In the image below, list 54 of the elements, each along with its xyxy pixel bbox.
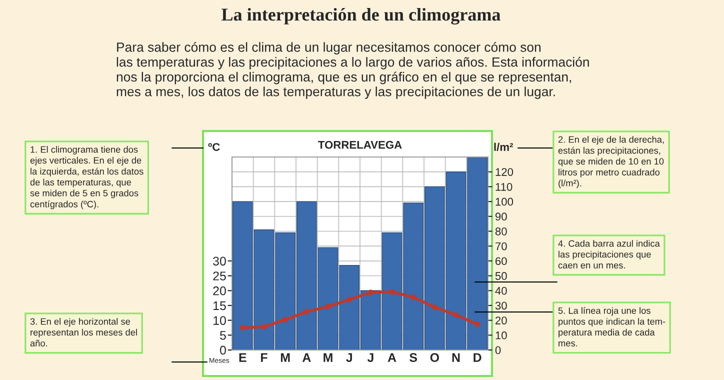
- x-tick-label: N: [452, 353, 460, 362]
- point: [261, 324, 267, 330]
- text: Para saber cómo es el clima de un lugar necesitamos conocer cómo son las temperaturas y las precipitaciones a lo largo de varios años. Esta información nos la proporciona el climograma, que es un gráfico en el que se representan, mes a mes, los datos de las temperaturas y las precipitaciones de un lugar.: [116, 42, 589, 99]
- point: [368, 290, 374, 296]
- x-tick-label: F: [261, 353, 268, 362]
- point: [304, 308, 310, 314]
- y2-tick-label: 110: [496, 182, 512, 191]
- point: [282, 316, 288, 322]
- x-tick-label: A: [388, 353, 396, 362]
- text: 5. La línea roja une los puntos que indican la tem- peratura media de cada mes.: [558, 307, 666, 346]
- text: 4. Cada barra azul indica las precipitaciones que caen en un mes.: [558, 240, 660, 268]
- x-tick-label: O: [430, 353, 440, 362]
- chart-title: TORRELAVEGA: [318, 140, 402, 149]
- y-tick-label: 25: [213, 272, 226, 280]
- y2-tick-label: 10: [496, 331, 507, 340]
- point: [325, 304, 331, 310]
- x-tick-label: M: [324, 353, 332, 362]
- y2-tick-label: 40: [495, 286, 507, 295]
- y2-tick-label: 30: [495, 302, 507, 310]
- y2-tick-label: 50: [495, 272, 507, 280]
- x-tick-label: A: [302, 353, 311, 362]
- y-tick-label: 0: [220, 346, 226, 355]
- y-tick-label: 20: [213, 286, 226, 296]
- point: [432, 304, 438, 310]
- x-tick-label: S: [410, 353, 418, 362]
- point: [389, 289, 395, 295]
- y2-tick-label: 100: [496, 198, 514, 206]
- x-tick-label: J: [346, 353, 352, 362]
- y-tick-label: 5: [220, 331, 226, 340]
- y2-tick-label: 20: [496, 316, 507, 324]
- y2-tick-label: 0: [495, 346, 501, 354]
- y2-tick-label: 60: [496, 257, 507, 266]
- y-tick-label: 15: [213, 301, 226, 310]
- x-tick-label: D: [474, 353, 482, 362]
- x-tick-label: M: [280, 353, 290, 362]
- y2-tick-label: 90: [495, 212, 507, 221]
- text: 3. En el eje horizontal se representan los meses del año.: [30, 318, 137, 346]
- point: [240, 324, 246, 331]
- y2-tick-label: 120: [496, 168, 514, 176]
- y2-tick-label: 80: [495, 228, 507, 236]
- y2-tick-label: 70: [496, 242, 507, 250]
- text: 2. En el eje de la derecha, están las precipitaciones, que se miden de 10 en 10 litros por metro cuadrado (l/m²).: [558, 136, 664, 188]
- x-tick-label: E: [239, 353, 246, 362]
- y-tick-label: 30: [213, 256, 226, 266]
- y-tick-label: 10: [213, 316, 226, 325]
- point: [346, 296, 352, 302]
- point: [453, 312, 459, 318]
- point: [474, 321, 480, 327]
- x-tick-label: J: [367, 353, 374, 362]
- text: La interpretación de un climograma: [222, 8, 500, 25]
- y-axis-title: ºC: [208, 143, 220, 151]
- point: [410, 294, 416, 300]
- y2-axis-title: l/m²: [494, 142, 514, 152]
- text: 1. El climograma tiene dos ejes verticales. En el eje de la izquierda, están los datos de las temperaturas, que se miden de 5 en 5 grados centígrados (ºC).: [30, 146, 144, 210]
